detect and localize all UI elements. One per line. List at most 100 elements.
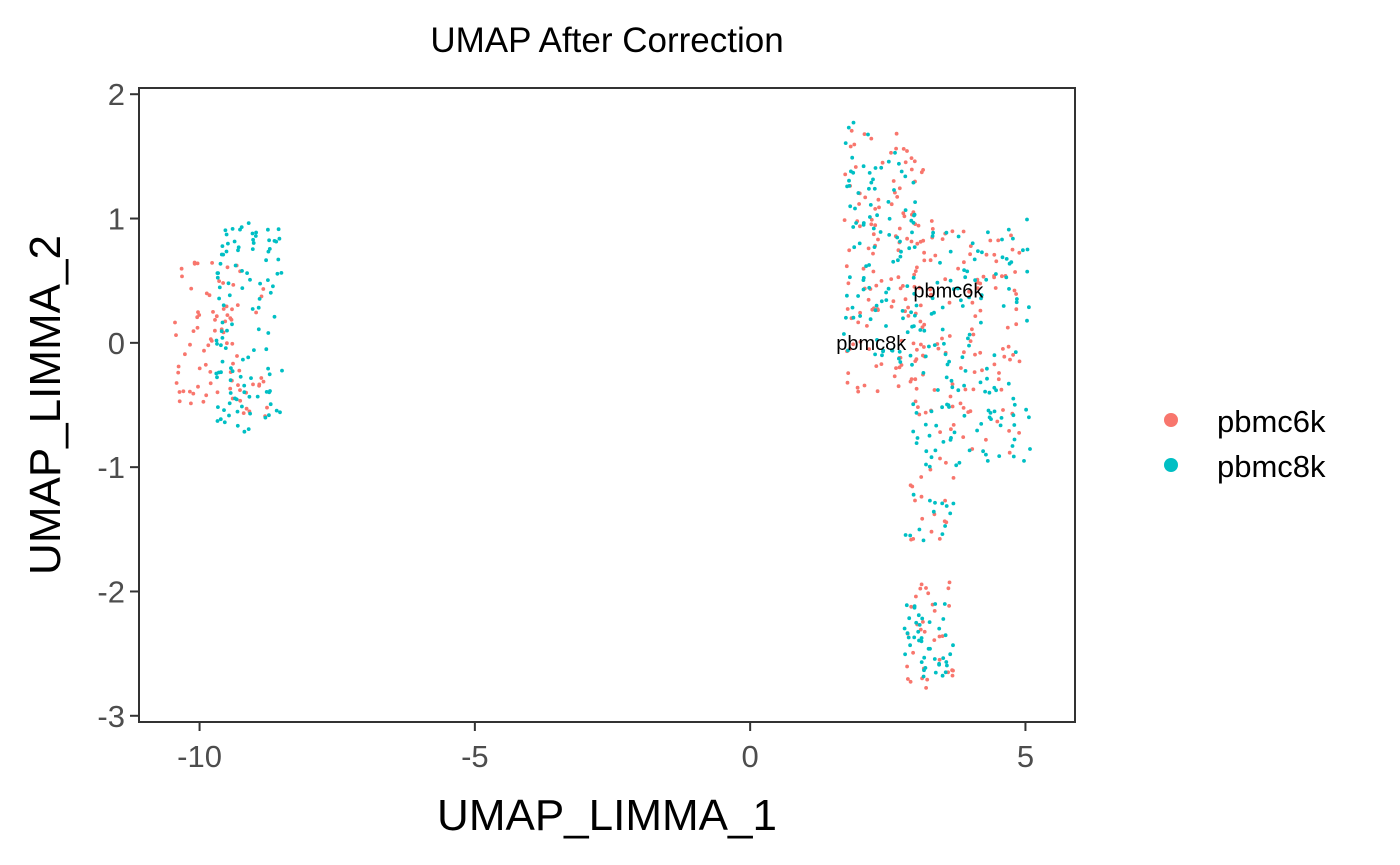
point-pbmc6k bbox=[951, 423, 956, 427]
x-tick-label: -10 bbox=[177, 739, 222, 774]
point-pbmc8k bbox=[940, 673, 945, 678]
point-pbmc6k bbox=[1007, 429, 1011, 433]
point-pbmc6k bbox=[867, 347, 871, 351]
point-pbmc8k bbox=[874, 303, 879, 308]
point-pbmc8k bbox=[230, 369, 235, 374]
point-pbmc8k bbox=[873, 352, 877, 357]
point-pbmc8k bbox=[1024, 407, 1028, 412]
point-pbmc8k bbox=[843, 141, 848, 146]
point-pbmc8k bbox=[1007, 287, 1011, 291]
point-pbmc8k bbox=[921, 371, 926, 375]
point-pbmc8k bbox=[856, 294, 860, 298]
point-pbmc8k bbox=[230, 227, 235, 231]
point-pbmc6k bbox=[973, 314, 978, 318]
point-pbmc8k bbox=[912, 604, 917, 608]
point-pbmc8k bbox=[956, 388, 961, 393]
point-pbmc8k bbox=[240, 286, 245, 290]
point-pbmc8k bbox=[915, 436, 920, 440]
point-pbmc6k bbox=[938, 456, 942, 461]
point-pbmc8k bbox=[267, 372, 272, 377]
point-pbmc6k bbox=[894, 146, 898, 151]
point-pbmc6k bbox=[889, 150, 893, 155]
point-pbmc8k bbox=[249, 376, 253, 380]
point-pbmc8k bbox=[264, 390, 269, 394]
point-pbmc8k bbox=[250, 231, 255, 236]
point-pbmc8k bbox=[880, 353, 884, 358]
point-pbmc6k bbox=[1001, 347, 1005, 351]
point-pbmc8k bbox=[218, 417, 223, 422]
point-pbmc8k bbox=[944, 375, 949, 380]
point-pbmc6k bbox=[843, 172, 848, 177]
point-pbmc6k bbox=[909, 604, 914, 609]
point-pbmc8k bbox=[988, 411, 993, 415]
point-pbmc8k bbox=[929, 455, 934, 460]
point-pbmc8k bbox=[1006, 227, 1011, 232]
point-pbmc8k bbox=[247, 394, 252, 399]
point-pbmc6k bbox=[879, 362, 884, 366]
point-pbmc6k bbox=[208, 370, 213, 374]
point-pbmc6k bbox=[1009, 233, 1013, 238]
point-pbmc6k bbox=[916, 223, 921, 228]
point-pbmc8k bbox=[240, 269, 244, 273]
point-pbmc8k bbox=[1025, 247, 1030, 252]
point-pbmc8k bbox=[910, 324, 914, 329]
point-pbmc6k bbox=[947, 580, 952, 585]
point-pbmc6k bbox=[975, 286, 980, 291]
point-pbmc8k bbox=[1025, 217, 1029, 222]
point-pbmc8k bbox=[256, 327, 261, 332]
point-pbmc8k bbox=[933, 602, 938, 606]
point-pbmc8k bbox=[887, 233, 892, 237]
point-pbmc8k bbox=[238, 374, 243, 379]
point-pbmc8k bbox=[905, 631, 910, 636]
point-pbmc6k bbox=[1017, 359, 1022, 364]
point-pbmc6k bbox=[908, 679, 913, 684]
x-tick-label: 0 bbox=[742, 739, 759, 774]
point-pbmc6k bbox=[211, 310, 215, 314]
point-pbmc6k bbox=[913, 399, 918, 404]
point-pbmc8k bbox=[861, 276, 866, 280]
point-pbmc8k bbox=[962, 268, 966, 272]
point-pbmc8k bbox=[844, 315, 848, 320]
point-pbmc8k bbox=[867, 285, 872, 290]
point-pbmc6k bbox=[918, 303, 923, 308]
point-pbmc8k bbox=[928, 498, 932, 503]
point-pbmc8k bbox=[933, 500, 937, 505]
point-pbmc6k bbox=[901, 211, 906, 216]
point-pbmc6k bbox=[251, 382, 255, 387]
point-pbmc6k bbox=[972, 370, 977, 374]
point-pbmc6k bbox=[858, 224, 862, 229]
point-pbmc8k bbox=[907, 246, 912, 251]
point-pbmc8k bbox=[984, 452, 988, 457]
point-pbmc8k bbox=[931, 509, 936, 514]
point-pbmc8k bbox=[994, 272, 998, 276]
point-pbmc6k bbox=[871, 232, 876, 237]
point-pbmc6k bbox=[197, 313, 202, 317]
point-pbmc6k bbox=[963, 387, 968, 392]
point-pbmc8k bbox=[908, 353, 913, 358]
point-pbmc8k bbox=[266, 366, 270, 371]
point-pbmc8k bbox=[957, 460, 962, 465]
point-pbmc8k bbox=[986, 230, 990, 235]
point-pbmc6k bbox=[1000, 274, 1004, 279]
legend-label-pbmc8k: pbmc8k bbox=[1217, 449, 1326, 484]
point-pbmc8k bbox=[246, 427, 251, 431]
point-pbmc6k bbox=[933, 253, 938, 258]
point-pbmc8k bbox=[867, 263, 871, 267]
point-pbmc6k bbox=[923, 410, 928, 415]
point-pbmc8k bbox=[903, 652, 907, 657]
point-pbmc6k bbox=[869, 217, 874, 222]
point-pbmc8k bbox=[867, 171, 872, 175]
point-pbmc8k bbox=[934, 423, 939, 428]
point-pbmc8k bbox=[943, 670, 948, 675]
point-pbmc8k bbox=[1000, 237, 1004, 242]
x-axis-label: UMAP_LIMMA_1 bbox=[437, 791, 777, 840]
point-pbmc6k bbox=[1014, 322, 1019, 327]
point-pbmc6k bbox=[208, 381, 213, 386]
point-pbmc8k bbox=[242, 390, 247, 395]
point-pbmc6k bbox=[174, 381, 179, 385]
point-pbmc6k bbox=[225, 313, 230, 317]
point-pbmc6k bbox=[880, 160, 885, 165]
point-pbmc8k bbox=[962, 413, 967, 418]
point-pbmc8k bbox=[923, 422, 928, 427]
point-pbmc8k bbox=[954, 463, 959, 468]
